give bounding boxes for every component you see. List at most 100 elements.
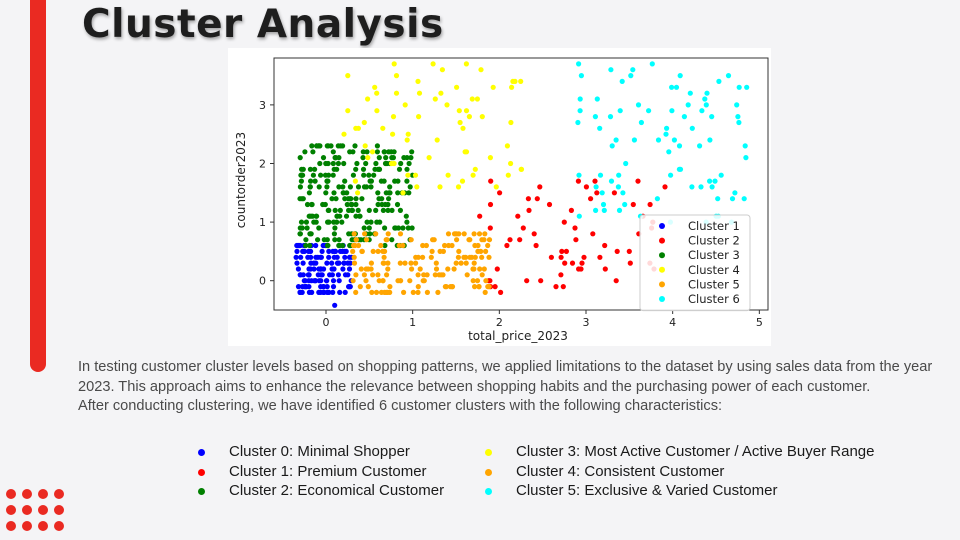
cluster-6-point [608,67,614,73]
cluster-3-point [299,196,305,202]
cluster-6-point [576,213,582,219]
cluster-2-point [487,201,494,208]
legend-label: Cluster 5 [688,277,740,291]
cluster-3-point [371,172,377,178]
cluster-2-point [569,260,576,266]
cluster-5-point [355,242,362,249]
cluster-6-point [716,78,722,84]
cluster-6-point [635,102,642,108]
cluster-3-point [335,143,341,149]
cluster-4-point [445,172,451,178]
decorative-dot [38,521,48,531]
y-axis-label: countorder2023 [234,132,248,228]
cluster-6-point [663,131,669,137]
cluster-3-point [300,172,306,178]
cluster-3-point [336,184,342,190]
cluster-4-point [493,184,499,190]
cluster-5-point [373,231,379,237]
cluster-3-point [314,213,320,219]
cluster-2-point [597,254,603,260]
cluster-4-point [352,178,358,184]
decorative-dot [54,521,64,531]
cluster-3-point [315,237,321,243]
cluster-4-point [504,143,510,149]
cluster-4-point [390,114,397,120]
cluster-6-point [709,184,715,190]
x-tick-label: 3 [583,316,590,329]
cluster-5-point [363,266,369,272]
cluster-4-point [508,160,514,167]
cluster-1-point [319,248,325,254]
cluster-1-point [326,254,332,260]
cluster-6-point [654,196,660,202]
legend-label: Cluster 6 [688,292,740,306]
cluster-3-point [376,155,382,161]
cluster-4-point [432,96,438,102]
cluster-4-point [509,84,515,90]
cluster-3-point [382,242,388,249]
cluster-5-point [380,278,386,284]
cluster-3-point [375,201,381,208]
cluster-2-point [568,207,574,213]
cluster-item: Cluster 1: Premium Customer [198,462,444,482]
cluster-4-point [405,131,411,137]
cluster-5-point [483,248,489,254]
x-tick-label: 2 [496,316,503,329]
cluster-3-point [393,225,399,231]
cluster-1-point [306,278,312,284]
cluster-4-point [415,78,421,84]
cluster-3-point [363,160,369,167]
cluster-6-point [631,137,637,143]
cluster-3-point [343,213,350,219]
cluster-4-point [444,102,450,108]
cluster-1-point [309,289,315,295]
cluster-6-point [646,108,652,114]
legend-marker [659,296,665,302]
cluster-4-point [374,108,380,114]
cluster-3-point [373,207,379,213]
cluster-6-point [699,108,705,114]
cluster-3-point [376,166,382,172]
cluster-3-point [347,184,353,190]
cluster-5-point [483,278,489,284]
cluster-5-point [397,231,404,237]
cluster-4-point [374,90,380,96]
cluster-3-point [329,196,335,202]
cluster-5-point [385,231,391,237]
cluster-1-point [294,260,300,266]
cluster-2-point [563,248,569,254]
legend-marker [659,223,665,229]
cluster-3-point [337,242,343,249]
cluster-3-point [297,155,303,161]
cluster-3-point [404,155,410,161]
cluster-5-point [482,231,488,237]
cluster-5-point [474,278,481,284]
cluster-2-point [497,190,503,196]
cluster-6-point [673,84,680,90]
cluster-3-point [334,166,340,172]
cluster-6-point [736,119,742,126]
cluster-6-point [735,114,741,120]
cluster-5-point [461,231,467,237]
cluster-6-point [622,201,628,208]
cluster-1-point [317,266,323,272]
cluster-5-point [353,237,359,243]
cluster-3-point [310,172,316,178]
y-tick-label: 1 [259,216,266,229]
cluster-6-point [676,166,682,172]
cluster-1-point [340,266,346,272]
cluster-5-point [415,289,421,295]
cluster-2-point [538,278,544,284]
cluster-1-point [330,289,336,295]
decorative-dot [54,489,64,499]
cluster-6-point [712,178,718,184]
cluster-2-point [498,289,504,295]
cluster-5-point [428,254,434,260]
cluster-3-point [334,219,340,225]
cluster-4-point [380,125,386,131]
cluster-6-point [623,160,629,167]
cluster-2-point [504,242,510,249]
cluster-5-point [378,289,385,295]
cluster-5-point [424,289,430,295]
cluster-5-point [359,248,365,254]
